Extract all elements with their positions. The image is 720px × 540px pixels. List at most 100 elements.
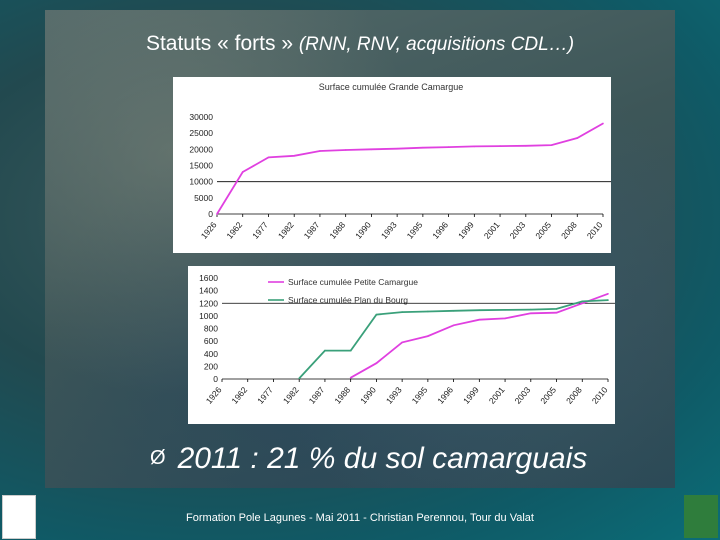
x-tick-label: 1993 [379, 220, 399, 241]
data-point [473, 145, 476, 148]
x-tick-label: 1988 [327, 220, 347, 241]
x-tick-label: 1996 [435, 385, 455, 406]
data-point [216, 213, 218, 215]
data-point [375, 362, 378, 365]
data-point [427, 335, 429, 337]
x-tick-label: 1999 [456, 220, 476, 241]
data-point [607, 299, 609, 301]
data-point [581, 300, 584, 303]
data-point [499, 145, 501, 147]
footer-credit: Formation Pole Lagunes - Mai 2011 - Chri… [186, 512, 534, 524]
title-italic: (RNN, RNV, acquisitions CDL…) [298, 34, 575, 55]
y-tick-label: 800 [204, 324, 218, 334]
x-tick-label: 1962 [229, 385, 249, 406]
data-point [422, 146, 424, 149]
y-tick-label: 10000 [189, 177, 213, 187]
data-point [447, 146, 450, 148]
chart-2-frame: 1600 1400 1200 1000 800 600 400 200 0 1926 1962 197… [188, 266, 616, 424]
data-point [324, 349, 326, 352]
x-tick-label: 1995 [405, 220, 425, 241]
y-tick-label: 0 [213, 374, 218, 384]
title-main: Statuts « forts » [145, 32, 299, 55]
data-point [293, 155, 295, 157]
bullet-text: 2011 : 21 % du sol camarguais [177, 442, 588, 475]
data-point [478, 309, 481, 311]
data-point [267, 156, 270, 159]
x-tick-label: 1926 [199, 220, 219, 241]
x-tick-label: 2008 [564, 385, 584, 406]
y-tick-label: 25000 [189, 128, 213, 138]
x-tick-label: 1990 [353, 220, 373, 241]
data-point [607, 292, 609, 295]
y-tick-label: 1600 [199, 273, 218, 283]
legend-label: Surface cumulée Petite Camargue [288, 277, 418, 287]
data-point [349, 349, 352, 352]
bullet-arrow-icon: Ø [150, 447, 166, 469]
data-point [375, 313, 378, 316]
data-point [581, 302, 584, 305]
data-point [555, 311, 558, 314]
data-point [504, 309, 506, 311]
x-tick-label: 1987 [307, 385, 327, 406]
data-point [401, 341, 403, 344]
data-point [427, 310, 429, 313]
chart-title: Surface cumulée Grande Camargue [319, 82, 464, 92]
x-tick-label: 2001 [487, 385, 507, 406]
x-tick-label: 2005 [533, 220, 553, 241]
data-point [555, 308, 558, 310]
chart-1-frame: Surface cumulée Grande Camargue 30000 2500… [173, 77, 611, 253]
y-tick-label: 600 [204, 336, 218, 346]
x-tick-label: 1977 [250, 220, 270, 241]
x-tick-label: 1962 [224, 220, 244, 241]
y-tick-label: 30000 [189, 112, 213, 122]
data-point [396, 147, 398, 150]
x-tick-label: 1982 [281, 385, 301, 406]
data-point [344, 149, 347, 151]
x-tick-label: 2003 [513, 385, 533, 406]
data-point [298, 377, 300, 380]
data-point [452, 310, 455, 312]
x-tick-label: 1987 [302, 220, 322, 241]
x-tick-label: 2001 [482, 220, 502, 241]
x-tick-label: 1999 [461, 385, 481, 406]
data-point [319, 150, 321, 152]
y-tick-label: 15000 [189, 161, 213, 171]
data-point [241, 171, 244, 173]
y-tick-label: 1200 [199, 298, 218, 308]
y-tick-label: 400 [204, 349, 218, 359]
x-tick-label: 2003 [508, 220, 528, 241]
data-point [525, 144, 527, 147]
bullet-line: Ø 2011 : 21 % du sol camarguais [150, 442, 587, 476]
y-tick-label: 1000 [199, 311, 218, 321]
data-point [401, 311, 403, 313]
left-logo-icon [2, 495, 36, 539]
series-line-1 [216, 122, 604, 215]
data-point [550, 144, 553, 146]
x-tick-label: 1926 [204, 385, 224, 406]
x-tick-label: 2008 [559, 220, 579, 241]
y-tick-label: 20000 [189, 144, 213, 154]
data-point [478, 318, 481, 321]
x-tick-label: 1982 [276, 220, 296, 241]
chart-grande-camargue: Surface cumulée Grande Camargue 30000 2500… [189, 82, 611, 241]
x-tick-label: 1996 [430, 220, 450, 241]
x-tick-label: 2010 [585, 220, 605, 241]
x-tick-label: 2005 [538, 385, 558, 406]
data-point [370, 148, 373, 151]
x-tick-label: 1995 [410, 385, 430, 406]
series-line-1 [350, 292, 609, 379]
y-tick-label: 1400 [199, 286, 218, 296]
slide-title: Statuts « forts » (RNN, RNV, acquisition… [0, 32, 720, 56]
data-point [602, 122, 604, 125]
x-tick-label: 1990 [358, 385, 378, 406]
legend-label: Surface cumulée Plan du Bourg [288, 295, 408, 305]
tour-du-valat-logo-icon [684, 495, 718, 538]
y-tick-label: 200 [204, 361, 218, 371]
y-tick-label: 5000 [194, 193, 213, 203]
data-point [452, 324, 455, 327]
data-point [349, 376, 352, 379]
data-point [504, 317, 506, 320]
x-tick-label: 1993 [384, 385, 404, 406]
series-line-2 [298, 299, 609, 380]
